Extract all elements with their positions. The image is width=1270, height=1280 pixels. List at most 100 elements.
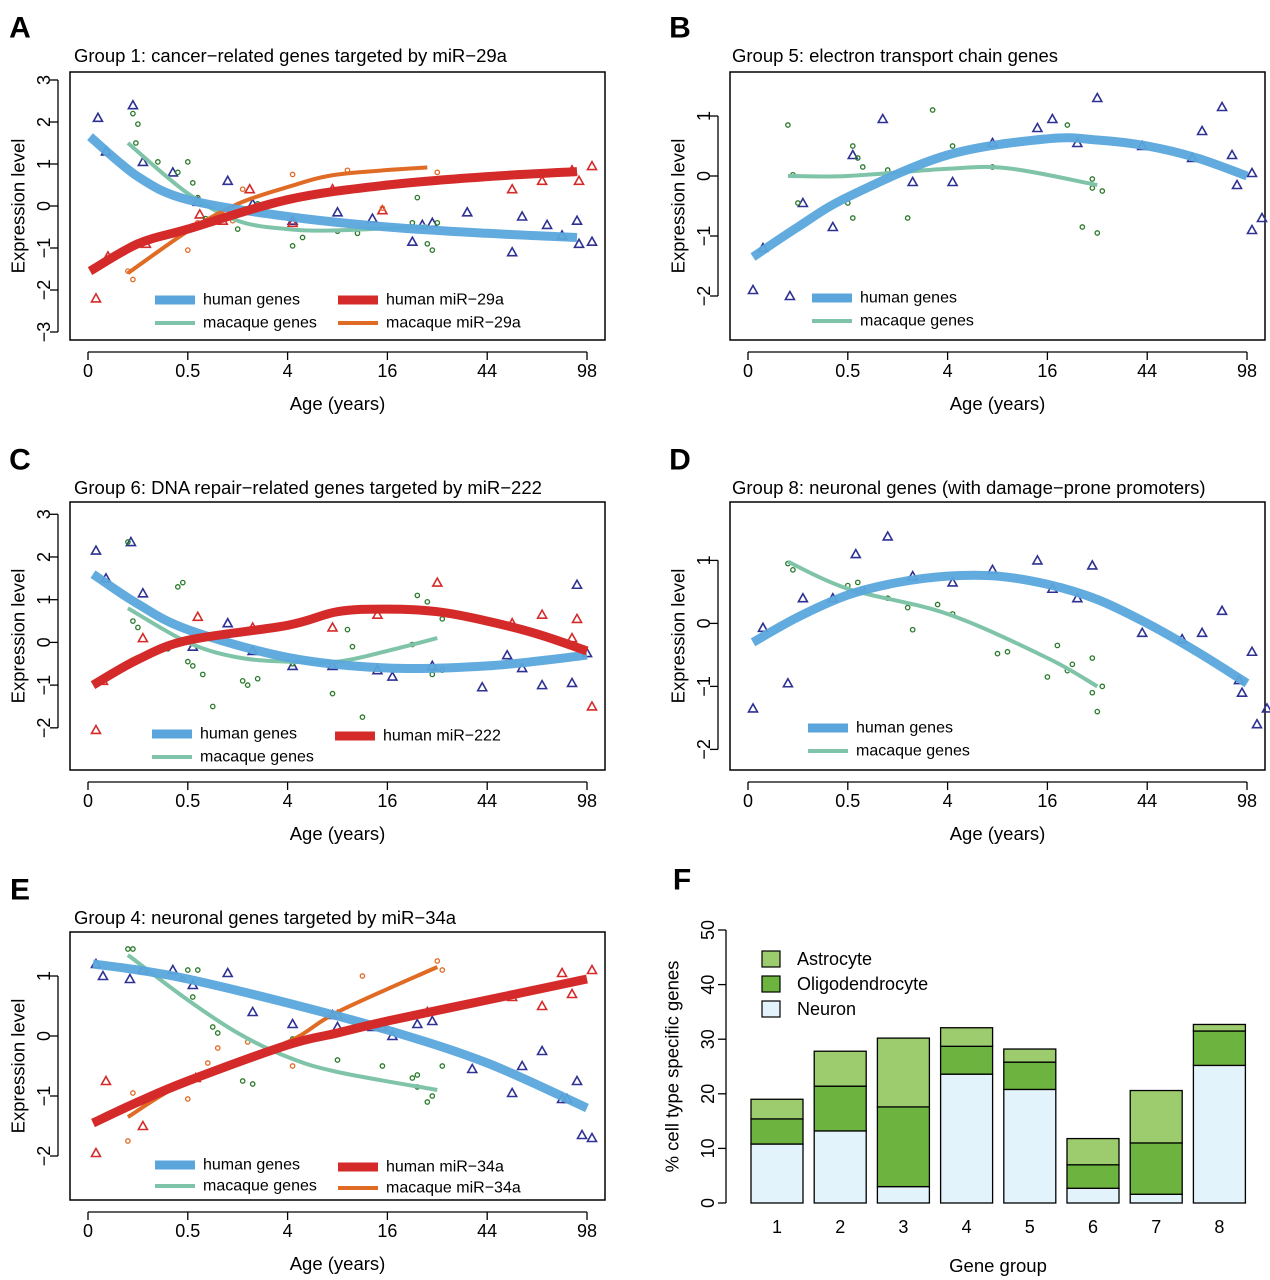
x-tick-label: 44 [477,361,497,381]
macaque-mirna-point [184,1096,191,1102]
macaque-gene-point [135,624,141,631]
oligodendrocyte-bar-segment [1003,1061,1057,1091]
macaque-genes-line [787,164,1098,187]
x-tick-label: 0 [83,1221,93,1241]
human-gene-point [1046,112,1059,124]
y-tick-label: 0 [34,1031,54,1041]
macaque-gene-point [133,140,139,146]
human-gene-point [876,112,889,124]
macaque-gene-point [189,663,196,669]
human-gene-point [516,661,528,673]
macaque-gene-point [234,226,241,232]
x-tick-label: 16 [1037,791,1057,811]
panel-d: D Group 8: neuronal genes (with damage−pr… [668,444,1270,844]
human-gene-point [797,592,809,603]
y-tick-label: −1 [694,676,714,697]
macaque-gene-point [1089,185,1096,191]
human-mirna-point [286,216,299,228]
macaque-gene-point [299,234,306,241]
human-genes-line [90,570,588,674]
legend-swatch [761,975,781,993]
macaque-gene-point [1089,176,1096,182]
macaque-gene-point [135,121,141,127]
human-mirna-line [87,167,578,276]
y-axis-title: Expression level [668,139,689,274]
human-gene-point [757,621,769,633]
human-gene-point [221,174,234,186]
human-genes-line [750,570,1250,688]
legend-swatch [761,950,781,968]
trend-lines [90,570,589,690]
human-gene-point [1196,124,1208,136]
x-tick-label: 0 [743,361,753,381]
trend-lines [87,133,578,276]
x-axis-title: Age (years) [290,823,386,844]
human-gene-point [536,678,548,690]
macaque-gene-point [155,159,161,165]
macaque-gene-point [424,240,431,247]
human-gene-point [1236,686,1248,697]
macaque-mirna-point [130,276,136,283]
human-gene-point [571,214,583,225]
human-gene-point [97,969,109,981]
macaque-gene-point [934,601,941,608]
human-mirna-point [100,1074,112,1086]
legend-label: macaque genes [203,1178,317,1195]
y-tick-label: 0 [34,201,54,211]
macaque-mirna-point [125,1138,131,1144]
y-axis: −2 −1 0 1 2 3 Expression level [8,509,59,738]
human-gene-point [426,1014,439,1026]
y-axis: −2 −1 0 1 Expression level [668,555,719,760]
human-mirna-point [536,174,548,186]
macaque-gene-point [189,180,196,186]
human-mirna-point [371,608,384,619]
macaque-gene-point [429,671,436,678]
human-gene-point [1216,604,1228,616]
x-axis-title: Age (years) [290,393,386,414]
macaque-gene-point [189,994,196,1000]
human-gene-point [506,246,519,257]
legend-label: human genes [860,290,957,307]
x-tick-label: 4 [943,791,953,811]
macaque-gene-point [859,164,866,170]
human-gene-point [586,1131,598,1143]
x-tick-label: 98 [577,791,597,811]
x-tick-label: 16 [377,361,397,381]
x-tick-label: 44 [1137,791,1157,811]
x-tick-label: 3 [898,1217,908,1237]
y-tick-label: 50 [698,920,718,940]
x-tick-label: 4 [283,791,293,811]
macaque-gene-point [439,616,446,622]
x-tick-label: 0.5 [835,791,860,811]
human-mirna-point [326,621,339,632]
y-tick-label: −2 [34,1146,54,1167]
macaque-mirna-point [204,1060,211,1066]
x-tick-label: 0.5 [175,1221,200,1241]
human-gene-point [92,111,104,123]
legend: human genes macaque genes [808,720,970,760]
macaque-gene-point [790,566,796,573]
human-mirna-point [243,183,256,194]
macaque-gene-point [130,618,136,624]
macaque-gene-point [125,946,131,952]
macaque-gene-point [174,169,181,176]
astrocyte-bar-segment [1129,1089,1183,1144]
human-mirna-point [566,987,578,999]
macaque-mirna-point [359,973,366,979]
legend-label: human miR−29a [386,292,504,309]
panel-title: Group 6: DNA repair−related genes target… [74,477,542,498]
y-tick-label: 20 [698,1084,718,1104]
legend-label: macaque genes [203,315,317,332]
neuron-bar-segment [1066,1187,1120,1204]
y-tick-label: −2 [34,718,54,739]
human-mirna-point [137,1119,149,1131]
astrocyte-bar-segment [1066,1137,1120,1166]
y-tick-label: 0 [694,618,714,628]
y-tick-label: −3 [34,322,54,343]
panel-title: Group 1: cancer−related genes targeted b… [74,45,508,66]
macaque-gene-point [179,579,186,586]
oligodendrocyte-bar-segment [1129,1142,1183,1195]
human-mirna-point [586,963,598,975]
human-gene-point [127,99,139,110]
panel-f: F 0 10 20 30 40 50 % cell type specific genes 1 2… [662,864,1247,1276]
